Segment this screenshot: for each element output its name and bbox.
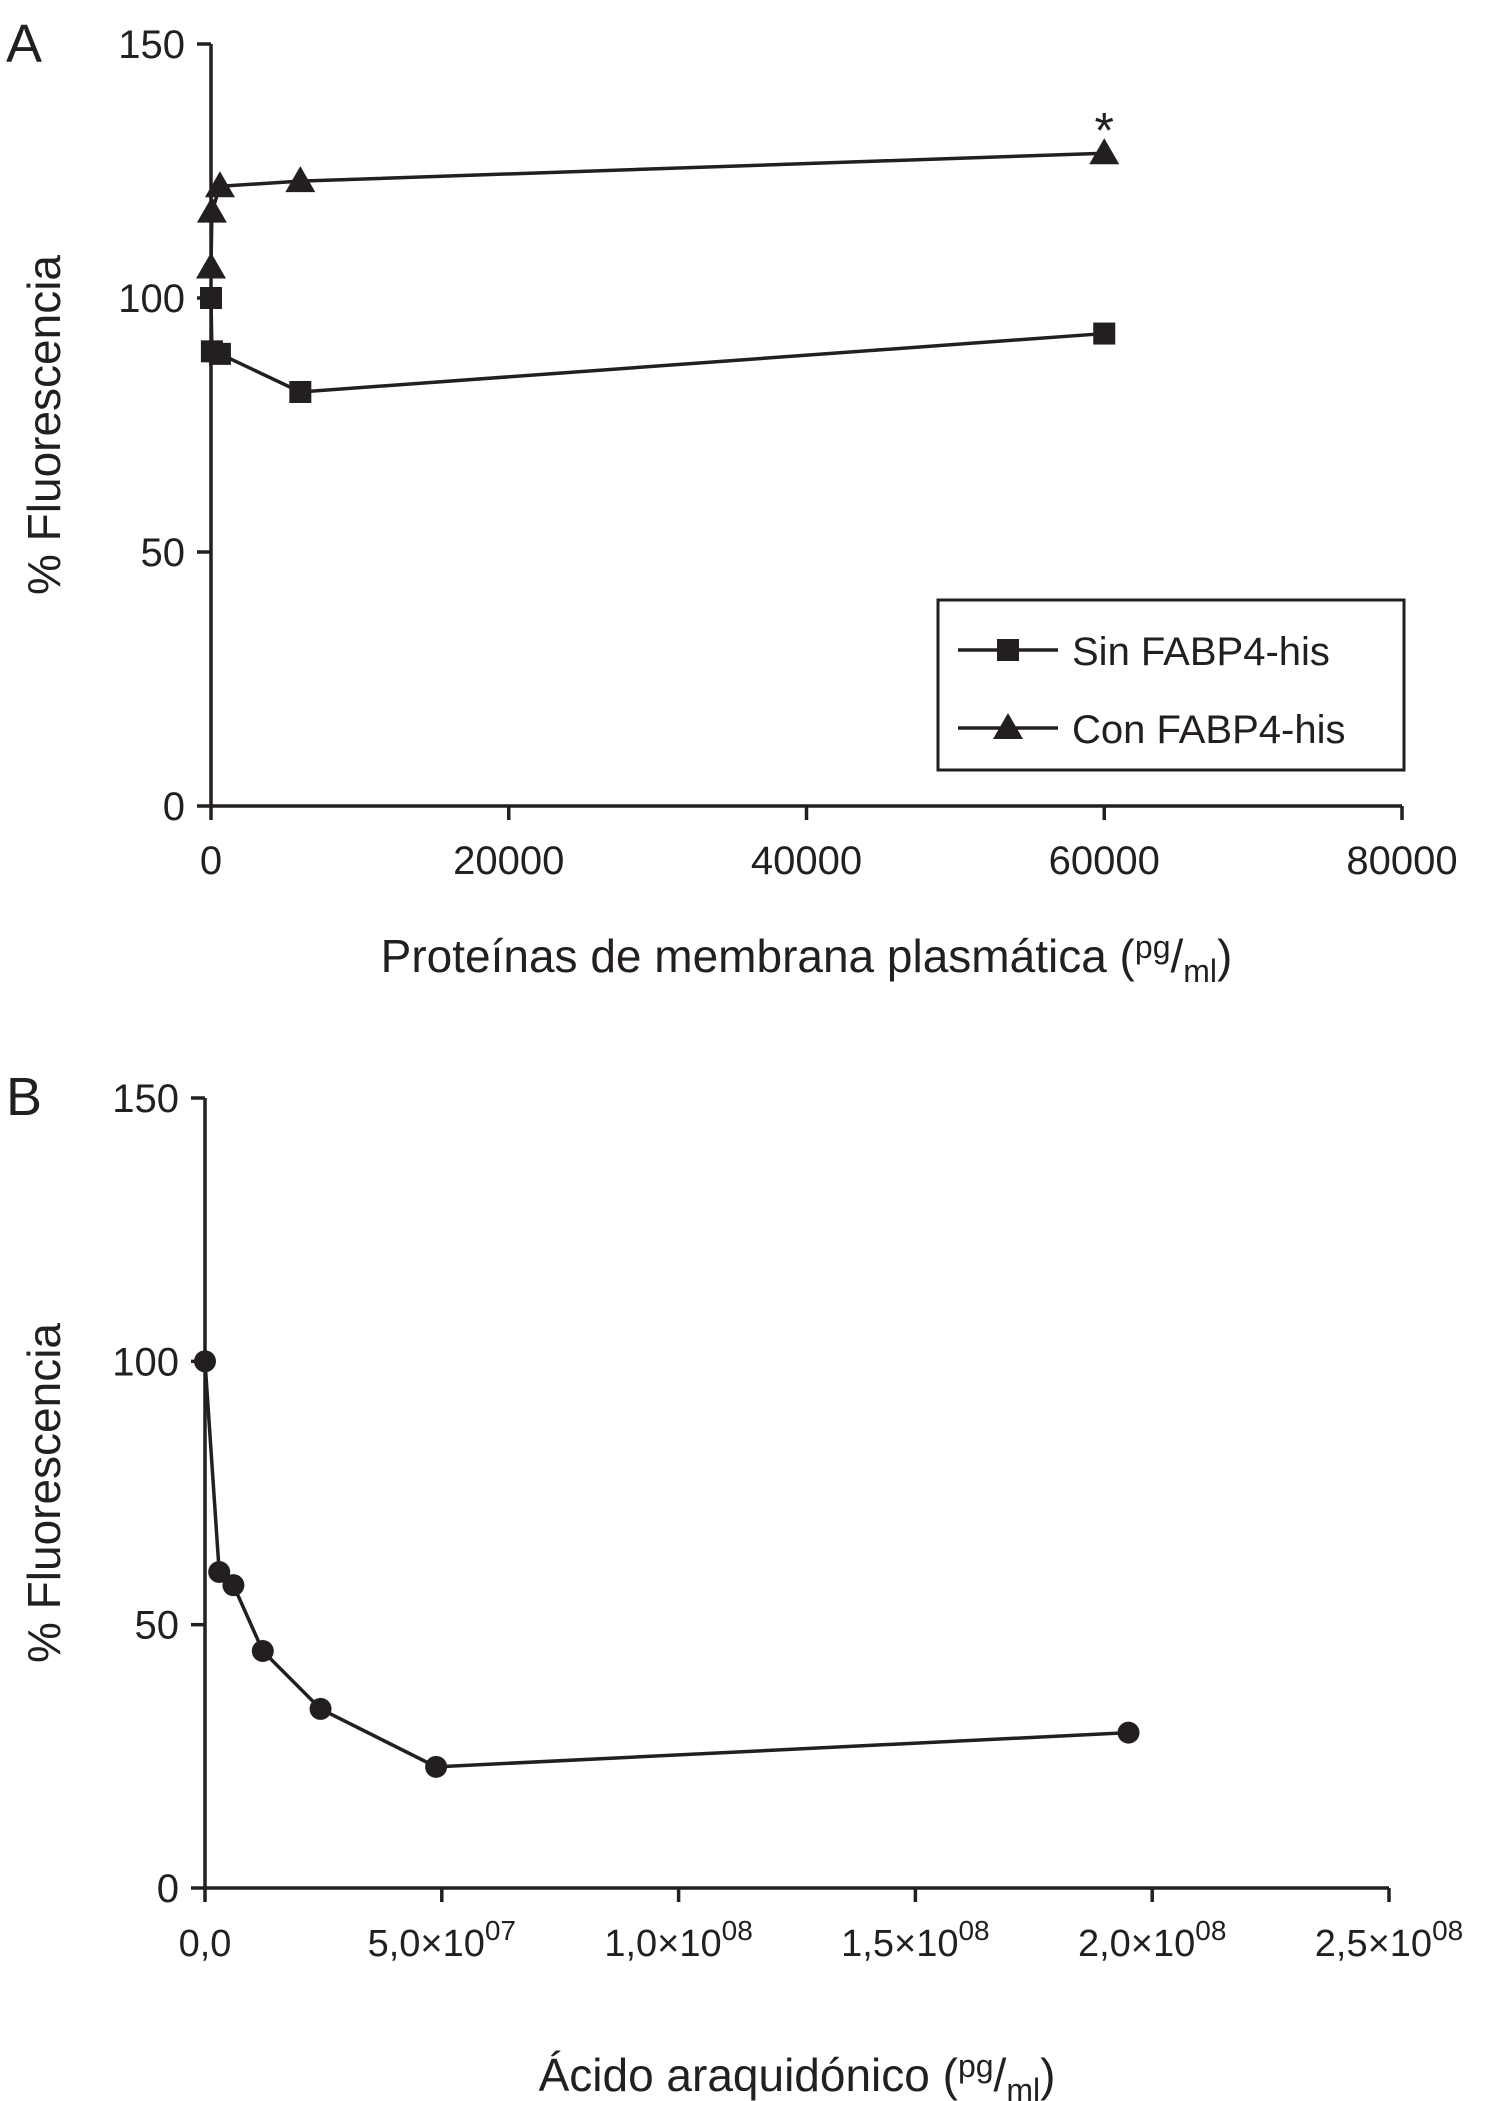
- x-axis-unit-denominator: ml: [1006, 2072, 1040, 2101]
- panel-label: A: [6, 14, 42, 74]
- y-tick-label: 100: [112, 1340, 179, 1384]
- legend-marker-square: [997, 639, 1019, 661]
- x-axis-unit-denominator: ml: [1183, 953, 1217, 989]
- x-axis-title-close: ): [1217, 930, 1232, 982]
- x-axis-title-close: ): [1040, 2049, 1055, 2101]
- x-axis-unit-slash: /: [994, 2049, 1007, 2101]
- x-tick-label: 80000: [1346, 839, 1457, 883]
- panel-a-chart: A 0 50 100 150 0 20000 40000 60000 80000 Proteínas…: [6, 14, 1458, 989]
- y-tick-label: 0: [163, 785, 185, 829]
- y-axis-title: % Fluorescencia: [18, 1323, 70, 1663]
- data-point-triangle: [196, 196, 227, 223]
- y-tick-label: 150: [112, 1077, 179, 1121]
- legend-label: Con FABP4-his: [1072, 708, 1345, 752]
- data-point-circle: [425, 1755, 448, 1778]
- data-point-triangle: [204, 171, 235, 198]
- data-point-circle: [208, 1561, 231, 1583]
- y-tick-label: 150: [118, 23, 185, 67]
- legend-marker-triangle: [993, 713, 1023, 739]
- y-tick-label: 100: [118, 277, 185, 321]
- x-axis-title: Proteínas de membrana plasmática (pg/ml): [381, 929, 1233, 989]
- x-tick-label-mantissa: 1,5×10: [841, 1923, 958, 1965]
- data-point-square: [289, 380, 312, 403]
- x-axis-title-text: Proteínas de membrana plasmática (: [381, 930, 1136, 982]
- x-tick-label-mantissa: 1,0×10: [604, 1923, 721, 1965]
- x-tick-label-exponent: 07: [485, 1915, 516, 1946]
- data-point-circle: [194, 1350, 216, 1373]
- x-axis-unit-numerator: pg: [1135, 929, 1171, 965]
- data-point-triangle: [285, 166, 316, 193]
- x-tick-label: 2,0×1008: [1078, 1915, 1226, 1965]
- y-tick-label: 50: [135, 1604, 180, 1648]
- x-axis-unit-slash: /: [1170, 930, 1183, 982]
- x-tick-label-mantissa: 5,0×10: [368, 1923, 485, 1965]
- y-axis-title: % Fluorescencia: [18, 255, 70, 595]
- x-tick-label: 1,0×1008: [604, 1915, 752, 1965]
- legend-label: Sin FABP4-his: [1072, 630, 1330, 674]
- x-axis-title-text: Ácido araquidónico (: [539, 2049, 959, 2101]
- x-tick-label-mantissa: 0,0: [179, 1923, 232, 1965]
- x-tick-label: 20000: [453, 839, 564, 883]
- x-tick-label: 0: [200, 839, 222, 883]
- x-tick-label-exponent: 08: [1432, 1915, 1463, 1946]
- data-point-circle: [222, 1574, 245, 1597]
- x-tick-label: 2,5×1008: [1315, 1915, 1463, 1965]
- x-tick-label: 40000: [751, 839, 862, 883]
- y-tick-label: 0: [157, 1867, 179, 1911]
- data-point-square: [1093, 322, 1116, 345]
- data-point-triangle: [1089, 138, 1120, 165]
- series-line-square: [209, 297, 1105, 394]
- x-tick-label-exponent: 08: [958, 1915, 989, 1946]
- data-point-circle: [251, 1640, 274, 1662]
- y-tick-label: 50: [141, 531, 186, 575]
- x-tick-label: 5,0×1007: [368, 1915, 516, 1965]
- series-line-triangle: [209, 151, 1105, 268]
- data-point-square: [208, 342, 231, 365]
- data-point-triangle: [196, 252, 226, 279]
- panel-label: B: [6, 1067, 42, 1127]
- x-tick-label-exponent: 08: [1195, 1915, 1226, 1946]
- legend-box: [936, 598, 1406, 772]
- data-point-square: [200, 287, 222, 309]
- x-axis-unit-numerator: pg: [958, 2048, 994, 2084]
- x-tick-label: 60000: [1049, 839, 1160, 883]
- x-tick-label-mantissa: 2,0×10: [1078, 1923, 1195, 1965]
- data-point-circle: [1117, 1721, 1140, 1744]
- series-line-circle: [203, 1361, 1129, 1769]
- x-tick-label-exponent: 08: [722, 1915, 753, 1946]
- data-point-circle: [309, 1697, 332, 1720]
- x-tick-label-mantissa: 2,5×10: [1315, 1923, 1432, 1965]
- significance-annotation: *: [1095, 102, 1114, 158]
- x-tick-label: 0,0: [179, 1923, 232, 1965]
- x-tick-label: 1,5×1008: [841, 1915, 989, 1965]
- x-axis-title: Ácido araquidónico (pg/ml): [539, 2048, 1056, 2101]
